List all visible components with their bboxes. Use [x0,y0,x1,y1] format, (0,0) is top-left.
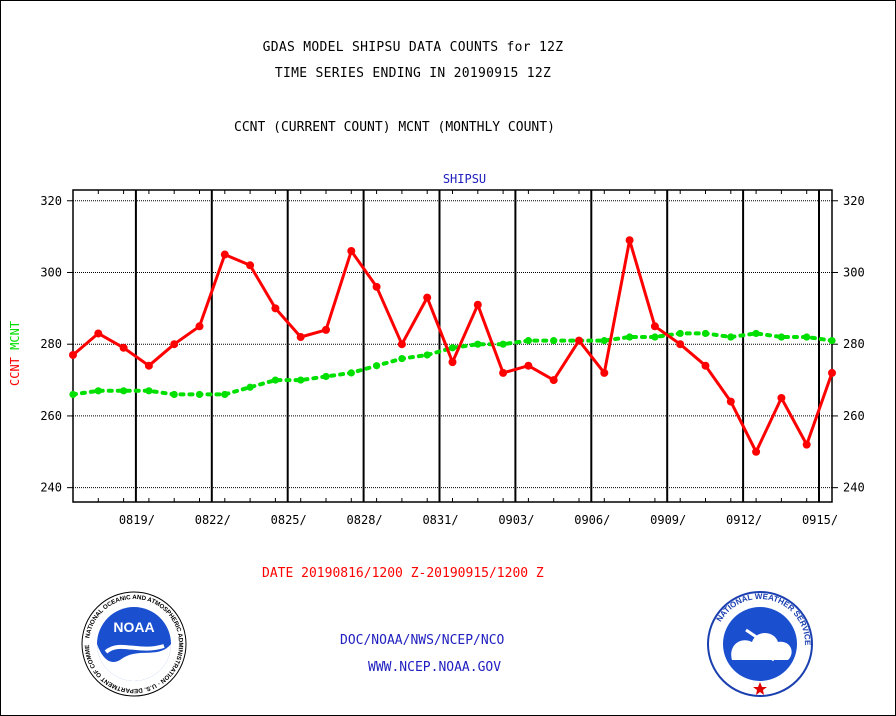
footer-agency: DOC/NOAA/NWS/NCEP/NCO [340,633,505,648]
x-tick-label: 0828/ [347,513,383,527]
data-point-mcnt [550,337,558,345]
data-point-mcnt [777,333,786,341]
x-tick-label: 0825/ [271,513,307,527]
data-point-mcnt [803,333,811,341]
data-point-ccnt [322,325,330,334]
data-point-ccnt [448,358,457,367]
data-point-mcnt [828,337,836,345]
figure-title: GDAS MODEL SHIPSU DATA COUNTS for 12Z [262,40,564,55]
y-tick-label-left: 300 [40,265,62,279]
data-point-mcnt [246,383,254,391]
data-point-ccnt [195,322,204,331]
data-point-ccnt [575,336,583,345]
data-point-mcnt [271,376,279,384]
data-point-ccnt [423,293,432,302]
data-point-ccnt [119,343,128,352]
data-point-ccnt [726,397,735,406]
footer-website: WWW.NCEP.NOAA.GOV [368,660,502,675]
y-tick-label-left: 260 [40,409,62,423]
x-tick-label: 0903/ [498,513,534,527]
data-point-ccnt [524,361,533,370]
data-point-ccnt [676,340,685,349]
chart-station-title: SHIPSU [443,172,486,186]
data-point-ccnt [397,340,406,349]
data-point-ccnt [802,440,811,449]
data-point-mcnt [398,354,406,363]
data-point-ccnt [69,350,77,359]
data-point-ccnt [625,236,634,245]
data-point-ccnt [372,282,381,291]
x-tick-label: 0822/ [195,513,231,527]
data-point-mcnt [651,333,659,341]
data-point-mcnt [448,344,457,352]
data-point-mcnt [524,337,533,345]
data-point-mcnt [752,329,760,338]
y-tick-label-right: 320 [843,194,865,208]
y-tick-label-right: 240 [843,481,865,495]
data-point-ccnt [600,368,609,377]
y-tick-label-right: 280 [843,337,865,351]
data-point-ccnt [499,368,508,377]
data-point-mcnt [120,387,128,395]
data-point-mcnt [600,337,608,345]
data-point-mcnt [423,351,431,359]
y-axis-label: CCNT MCNT [8,321,22,386]
data-point-ccnt [144,361,153,370]
data-point-mcnt [373,362,381,370]
data-point-ccnt [220,250,229,259]
y-tick-label-right: 300 [843,265,865,279]
data-point-mcnt [297,376,305,384]
x-tick-label: 0909/ [650,513,686,527]
data-point-ccnt [94,329,103,338]
data-point-ccnt [473,300,482,309]
figure-legend-text: CCNT (CURRENT COUNT) MCNT (MONTHLY COUNT… [234,120,555,135]
data-point-ccnt [828,368,836,377]
data-point-ccnt [271,304,280,313]
y-tick-label-left: 240 [40,481,62,495]
data-point-mcnt [69,390,77,399]
data-point-ccnt [170,340,179,349]
nws-logo: NATIONAL WEATHER SERVICE [707,591,813,697]
data-point-ccnt [777,394,786,402]
x-tick-label: 0912/ [726,513,762,527]
data-point-mcnt [626,333,634,341]
x-tick-label: 0819/ [119,513,155,527]
data-point-mcnt [727,333,735,341]
data-point-mcnt [145,387,153,395]
y-tick-label-right: 260 [843,409,865,423]
data-point-mcnt [195,390,204,399]
y-axis-label-ccnt: CCNT [8,350,22,386]
data-point-mcnt [701,329,710,338]
figure-subtitle: TIME SERIES ENDING IN 20190915 12Z [274,66,552,81]
data-point-ccnt [347,246,356,255]
data-point-ccnt [752,447,761,456]
data-point-mcnt [347,369,355,377]
data-point-ccnt [701,361,710,370]
date-range: DATE 20190816/1200 Z-20190915/1200 Z [262,566,544,581]
y-tick-label-left: 280 [40,337,62,351]
x-tick-label: 0915/ [802,513,838,527]
data-point-ccnt [549,376,558,385]
data-point-mcnt [676,329,684,338]
data-point-mcnt [499,340,507,348]
data-point-mcnt [221,390,229,399]
data-point-ccnt [296,333,305,342]
x-tick-label: 0906/ [574,513,610,527]
data-point-ccnt [246,261,255,270]
data-point-mcnt [474,340,482,348]
data-point-mcnt [170,390,178,399]
data-point-mcnt [322,372,330,381]
data-point-ccnt [650,322,659,331]
x-tick-label: 0831/ [422,513,458,527]
y-axis-label-mcnt: MCNT [8,321,22,350]
y-tick-label-left: 320 [40,194,62,208]
data-point-mcnt [94,387,102,395]
noaa-logo: NOAA NATIONAL OCEANIC AND ATMOSPHERIC AD… [80,590,187,697]
noaa-logo-text: NOAA [113,619,154,635]
